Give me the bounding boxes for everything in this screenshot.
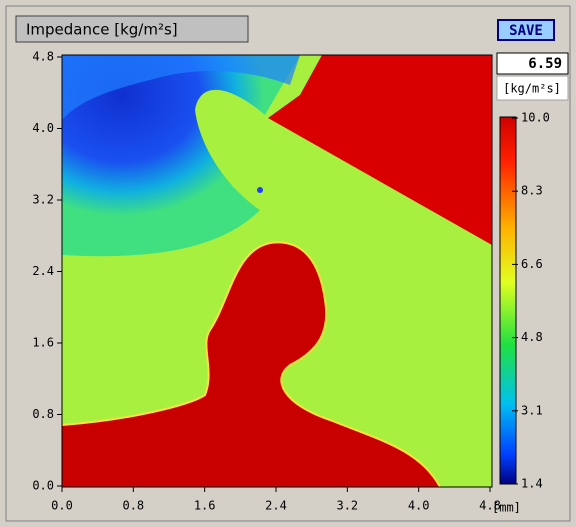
heatmap [62,55,492,487]
spot [257,187,263,193]
colorbar-tick-label: 1.4 [521,477,543,491]
x-tick-label: 0.8 [122,499,144,513]
y-tick-label: 3.2 [32,193,54,207]
y-tick-label: 4.0 [32,121,54,135]
x-tick-label: 2.4 [265,499,287,513]
colorbar-tick-label: 3.1 [521,403,543,417]
x-tick-label: 1.6 [194,499,216,513]
colorbar-tick-label: 8.3 [521,184,543,198]
y-tick-label: 1.6 [32,336,54,350]
save-label[interactable]: SAVE [509,23,543,39]
colorbar-tick-label: 10.0 [521,111,550,125]
colorbar-tick-label: 6.6 [521,257,543,271]
y-tick-label: 0.8 [32,407,54,421]
readout-value: 6.59 [528,56,562,72]
x-tick-label: 4.8 [479,499,501,513]
y-tick-label: 2.4 [32,264,54,278]
y-tick-label: 0.0 [32,479,54,493]
colorbar-tick-label: 4.8 [521,330,543,344]
x-tick-label: 0.0 [51,499,73,513]
colorbar [500,117,516,484]
x-tick-label: 3.2 [336,499,358,513]
title: Impedance [kg/m²s] [26,21,178,39]
y-tick-label: 4.8 [32,50,54,64]
x-tick-label: 4.0 [408,499,430,513]
window: Impedance [kg/m²s] SAVE 6.59 [kg/m²s] [m… [0,0,576,527]
readout-unit: [kg/m²s] [503,82,561,96]
